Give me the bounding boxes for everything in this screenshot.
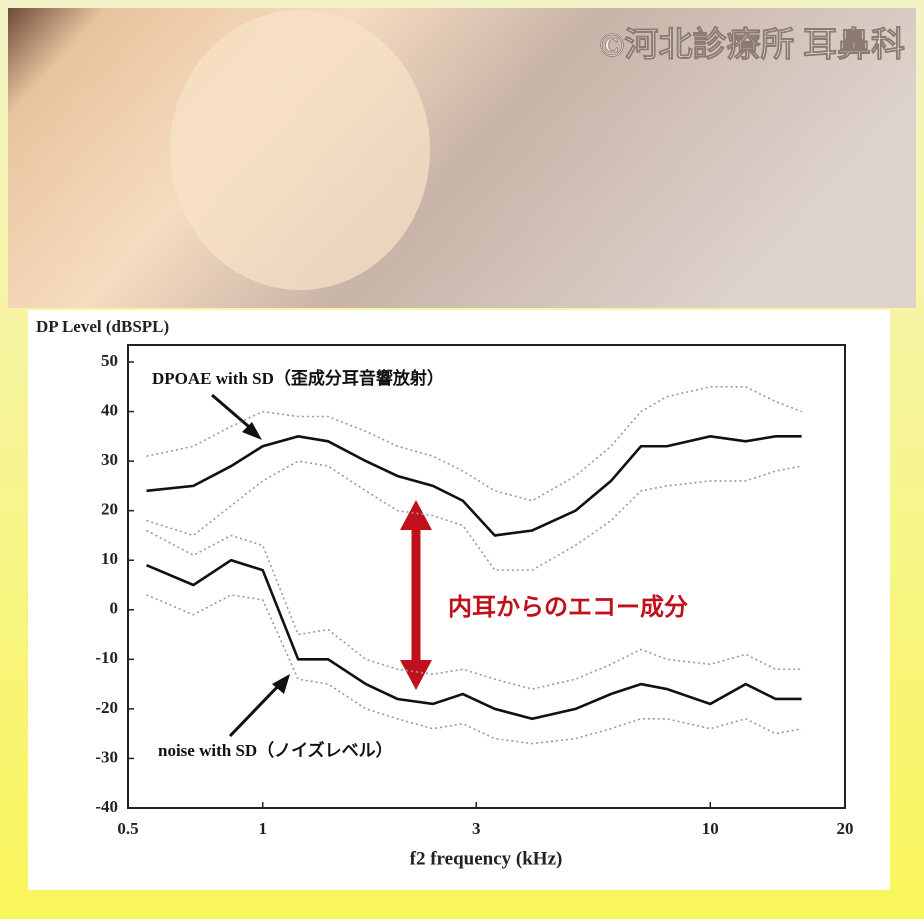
y-tick-label: -40 xyxy=(95,797,118,816)
y-axis-label: DP Level (dBSPL) xyxy=(36,317,169,336)
sd-line xyxy=(146,529,802,690)
mean-line xyxy=(146,558,802,721)
arrowhead xyxy=(272,674,290,694)
x-tick-label: 10 xyxy=(702,819,719,838)
y-tick-label: 40 xyxy=(101,400,118,419)
arrow xyxy=(228,680,284,738)
arrowhead xyxy=(400,500,432,530)
ear-shape xyxy=(170,10,430,290)
sd-line xyxy=(146,460,802,571)
y-tick-label: 50 xyxy=(101,351,118,370)
y-tick-label: -20 xyxy=(95,698,118,717)
arrowhead xyxy=(242,422,262,440)
ear-photo xyxy=(8,8,916,308)
arrowhead xyxy=(400,660,432,690)
echo-label: 内耳からのエコー成分 xyxy=(448,593,688,621)
sd-line xyxy=(146,385,802,502)
y-tick-label: 0 xyxy=(110,599,119,618)
x-axis-label: f2 frequency (kHz) xyxy=(410,848,563,869)
y-tick-label: -10 xyxy=(95,648,118,667)
noise-label: noise with SD（ノイズレベル） xyxy=(158,740,393,760)
x-tick-label: 0.5 xyxy=(117,819,138,838)
dpoae-label: DPOAE with SD（歪成分耳音響放射） xyxy=(152,368,444,388)
x-tick-label: 20 xyxy=(837,819,854,838)
mean-line xyxy=(146,435,802,537)
chart-panel xyxy=(28,310,890,890)
x-tick-label: 1 xyxy=(258,819,267,838)
plot-frame xyxy=(127,344,846,809)
sd-line xyxy=(146,594,802,745)
y-tick-label: 20 xyxy=(101,500,118,519)
x-tick-label: 3 xyxy=(472,819,481,838)
y-tick-label: 30 xyxy=(101,450,118,469)
y-tick-label: 10 xyxy=(101,549,118,568)
arrow xyxy=(211,393,256,434)
watermark: ©河北診療所 耳鼻科 xyxy=(599,26,905,64)
y-tick-label: -30 xyxy=(95,747,118,766)
